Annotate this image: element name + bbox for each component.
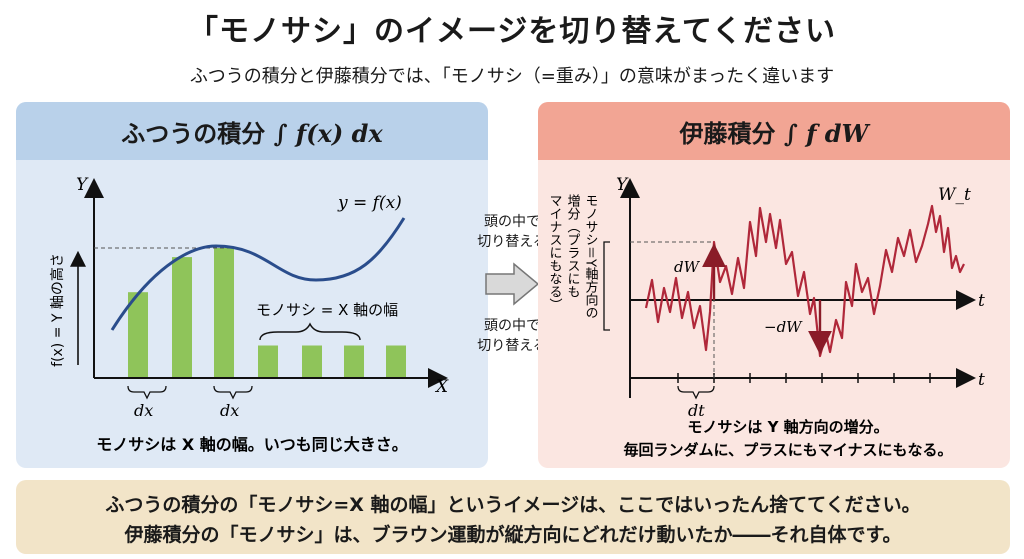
ito-caption-line2: 毎回ランダムに、プラスにもマイナスにもなる。	[624, 441, 953, 459]
ordinary-integral-formula: ∫ f(x) dx	[273, 119, 383, 148]
bar-5	[302, 345, 322, 378]
summary-box: ふつうの積分の「モノサシ=X 軸の幅」というイメージは、ここではいったん捨ててく…	[16, 480, 1010, 554]
bar-4	[258, 345, 278, 378]
dw-label: dW	[674, 258, 701, 276]
ito-integral-header: 伊藤積分 ∫ f dW	[538, 102, 1010, 160]
neg-dw-label: −dW	[764, 318, 803, 336]
switch-text-top-line2: 切り替える	[477, 234, 547, 250]
ordinary-caption: モノサシは X 軸の幅。いつも同じ大きさ。	[96, 435, 407, 454]
function-curve	[110, 217, 406, 331]
bar-6	[344, 345, 364, 378]
wt-label: W_t	[938, 185, 971, 205]
ito-integral-title: 伊藤積分	[679, 120, 776, 148]
t-axis-label-lower: t	[978, 370, 985, 390]
switch-text-bottom-line2: 切り替える	[477, 338, 547, 354]
summary-line-2: 伊藤積分の「モノサシ」は、ブラウン運動が縦方向にどれだけ動いたか――それ自体です…	[124, 524, 902, 546]
ordinary-integral-diagram: Y X f(x) = Y 軸の高さ y = f(x) モノサシ = X 軸の幅 …	[49, 175, 449, 454]
switch-text-top: 頭の中で 切り替える	[460, 212, 564, 252]
switch-text-bottom: 頭の中で 切り替える	[460, 316, 564, 356]
dx-label-2: dx	[220, 401, 239, 420]
dx-brace-1	[127, 385, 167, 400]
ito-integral-panel: 伊藤積分 ∫ f dW モノサシ＝Y軸方向の 増分（プラスにも マイナスにもなる…	[538, 102, 1010, 468]
vertical-note-col3: マイナスにもなる）	[547, 194, 563, 311]
ito-integral-diagram: モノサシ＝Y軸方向の 増分（プラスにも マイナスにもなる） Y t t W_t	[547, 175, 986, 459]
switch-text-top-line1: 頭の中で	[484, 214, 540, 230]
t-axis-ticks	[677, 373, 931, 383]
ordinary-integral-header: ふつうの積分 ∫ f(x) dx	[16, 102, 488, 160]
page-subtitle: ふつうの積分と伊藤積分では、「モノサシ（=重み）」の意味がまったく違います	[189, 66, 835, 87]
y-axis-label: Y	[616, 175, 629, 195]
brownian-path	[644, 204, 965, 358]
x-axis-label: X	[434, 377, 449, 397]
vertical-note-col2: 増分（プラスにも	[565, 194, 581, 298]
bar-7	[386, 345, 406, 378]
ordinary-integral-title: ふつうの積分	[121, 120, 266, 148]
switch-arrow-icon	[485, 262, 540, 306]
rectangle-bars	[128, 248, 406, 378]
bar-3	[214, 248, 234, 378]
dt-brace	[677, 385, 715, 400]
page-title: 「モノサシ」のイメージを切り替えてください	[188, 14, 836, 49]
dx-label-1: dx	[134, 401, 153, 420]
t-axis-label-upper: t	[978, 291, 985, 311]
curve-label: y = f(x)	[337, 193, 402, 213]
bar-width-brace	[259, 322, 361, 341]
switch-text-bottom-line1: 頭の中で	[484, 318, 540, 334]
y-side-label: f(x) = Y 軸の高さ	[49, 253, 66, 367]
dx-brace-2	[213, 385, 253, 400]
dt-label: dt	[688, 401, 705, 420]
bar-width-label: モノサシ = X 軸の幅	[256, 301, 398, 319]
ordinary-integral-panel: ふつうの積分 ∫ f(x) dx Y X f(x) = Y 軸の高さ y = f…	[16, 102, 488, 468]
summary-line-1: ふつうの積分の「モノサシ=X 軸の幅」というイメージは、ここではいったん捨ててく…	[105, 494, 921, 516]
bar-1	[128, 292, 148, 378]
note-bracket	[603, 241, 610, 331]
ito-integral-formula: ∫ f dW	[783, 119, 869, 148]
ito-caption-line1: モノサシは Y 軸方向の増分。	[687, 418, 888, 436]
bar-2	[172, 257, 192, 378]
vertical-note-col1: モノサシ＝Y軸方向の	[583, 194, 599, 319]
y-axis-label: Y	[76, 175, 89, 195]
